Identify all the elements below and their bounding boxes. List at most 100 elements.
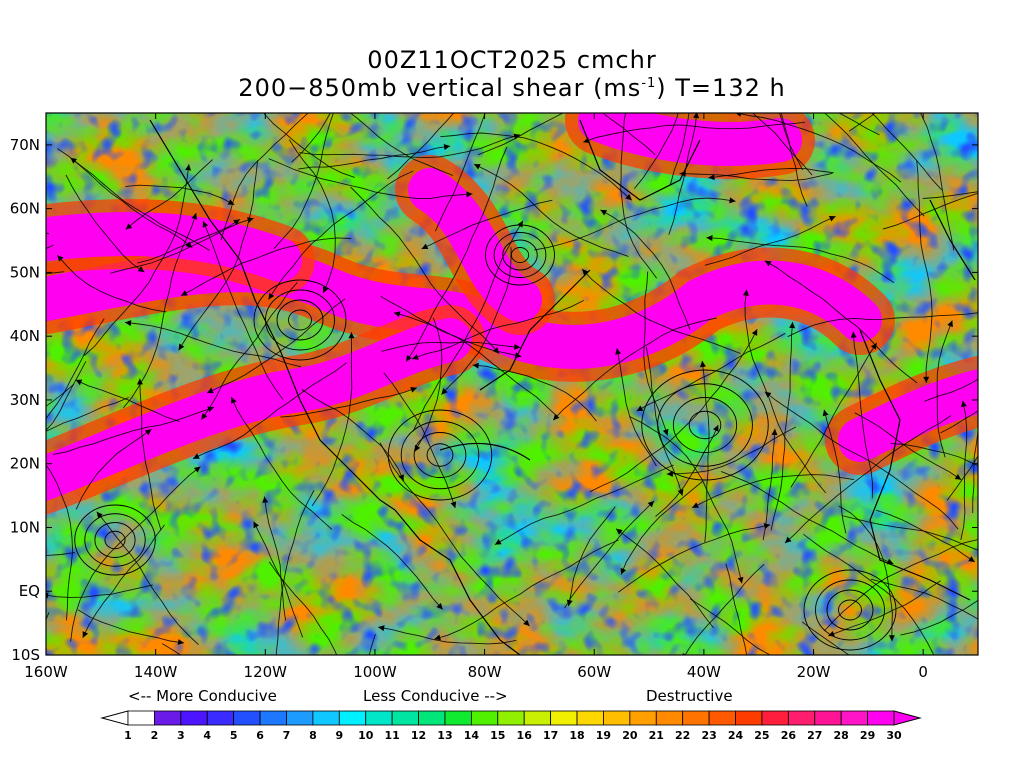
circulation-ring xyxy=(94,522,136,558)
streamline xyxy=(790,342,878,488)
circulation-ring xyxy=(641,369,769,481)
colorbar-label: 9 xyxy=(335,729,343,742)
streamline xyxy=(46,361,87,431)
streamline xyxy=(828,580,941,637)
streamline-arrow xyxy=(871,44,879,52)
circulation-ring xyxy=(485,224,555,286)
streamline-arrow xyxy=(494,539,502,545)
colorbar-label: 1 xyxy=(124,729,132,742)
streamline-arrow xyxy=(136,378,143,385)
streamline xyxy=(823,409,847,534)
circulation-ring xyxy=(657,383,753,467)
colorbar-label: 13 xyxy=(437,729,452,742)
streamline xyxy=(679,172,833,182)
streamline xyxy=(46,464,74,621)
title-line2-unit-exponent: -1 xyxy=(641,76,657,91)
legend-less-conducive: Less Conducive --> xyxy=(363,687,508,705)
colorbar-swatch xyxy=(206,710,235,726)
streamline xyxy=(854,412,962,481)
streamline xyxy=(421,199,553,250)
streamline-arrow xyxy=(923,376,930,383)
streamline-arrow xyxy=(193,453,200,459)
streamline xyxy=(434,113,486,232)
streamline xyxy=(46,612,50,622)
colorbar-label: 17 xyxy=(543,729,558,742)
colorbar-label: 12 xyxy=(411,729,426,742)
streamline xyxy=(900,599,978,636)
lon-label: 20W xyxy=(797,663,831,681)
streamline xyxy=(301,388,405,482)
streamline-arrow xyxy=(434,634,442,641)
streamline xyxy=(280,387,418,418)
lon-label: 100W xyxy=(353,663,397,681)
streamline xyxy=(288,139,336,294)
streamline-arrow xyxy=(513,133,520,140)
colorbar-label: 24 xyxy=(728,729,744,742)
streamline-arrow xyxy=(737,576,744,584)
streamline-arrow xyxy=(196,39,204,47)
streamline-arrow xyxy=(751,329,758,336)
colorbar-swatch xyxy=(312,710,340,726)
streamline xyxy=(972,427,978,514)
streamline-arrow xyxy=(253,521,259,529)
circulation-ring xyxy=(510,247,530,263)
colorbar-swatch xyxy=(233,710,261,726)
streamline-arrow xyxy=(822,409,829,417)
colorbar-label: 15 xyxy=(490,729,505,742)
streamline xyxy=(473,163,629,257)
circulation-ring xyxy=(84,513,146,567)
streamline-arrow xyxy=(207,406,214,413)
streamline xyxy=(764,260,918,384)
streamline xyxy=(615,528,715,629)
streamline xyxy=(581,268,741,354)
streamline xyxy=(620,113,657,279)
lat-label: 40N xyxy=(10,327,40,345)
circulation-ring xyxy=(502,239,538,271)
streamline xyxy=(762,428,776,541)
streamline-arrow xyxy=(677,489,684,496)
colorbar-swatch xyxy=(787,710,816,726)
streamline xyxy=(77,609,185,644)
streamline-arrow xyxy=(268,292,275,300)
lon-label: 140W xyxy=(134,663,178,681)
streamline xyxy=(779,113,803,171)
lat-label: 50N xyxy=(10,263,40,281)
lat-label: 60N xyxy=(10,200,40,218)
streamline xyxy=(725,563,748,655)
circulation-ring xyxy=(387,409,493,501)
streamline xyxy=(735,113,902,183)
jet-band-core xyxy=(838,369,978,462)
streamline-arrow xyxy=(699,360,706,368)
streamline-arrow xyxy=(144,429,152,436)
streamline xyxy=(349,113,454,176)
colorbar-label: 19 xyxy=(596,729,611,742)
streamline-arrow xyxy=(713,425,719,432)
colorbar-label: 29 xyxy=(860,729,875,742)
streamline-arrow xyxy=(46,420,47,428)
streamline xyxy=(477,113,564,156)
streamline xyxy=(70,157,210,251)
coastline xyxy=(579,119,701,201)
streamline-arrow xyxy=(450,501,457,508)
streamline-arrow xyxy=(954,699,962,707)
streamline xyxy=(668,113,698,235)
streamline xyxy=(96,511,199,646)
colorbar-swatch xyxy=(497,710,525,726)
coastline xyxy=(394,509,521,655)
colorbar-high-arrow xyxy=(893,710,922,726)
streamline-arrow xyxy=(436,603,443,610)
streamline-arrow xyxy=(443,144,451,150)
streamline-arrow xyxy=(207,387,214,394)
streamline xyxy=(273,113,334,250)
colorbar-label: 16 xyxy=(517,729,533,742)
streamline xyxy=(264,496,287,621)
circulation-ring xyxy=(413,432,467,478)
streamline-arrow xyxy=(501,62,509,70)
streamline xyxy=(871,113,943,191)
colorbar-label: 2 xyxy=(151,729,159,742)
streamline-arrow xyxy=(46,592,49,599)
lon-label: 0 xyxy=(918,663,928,681)
